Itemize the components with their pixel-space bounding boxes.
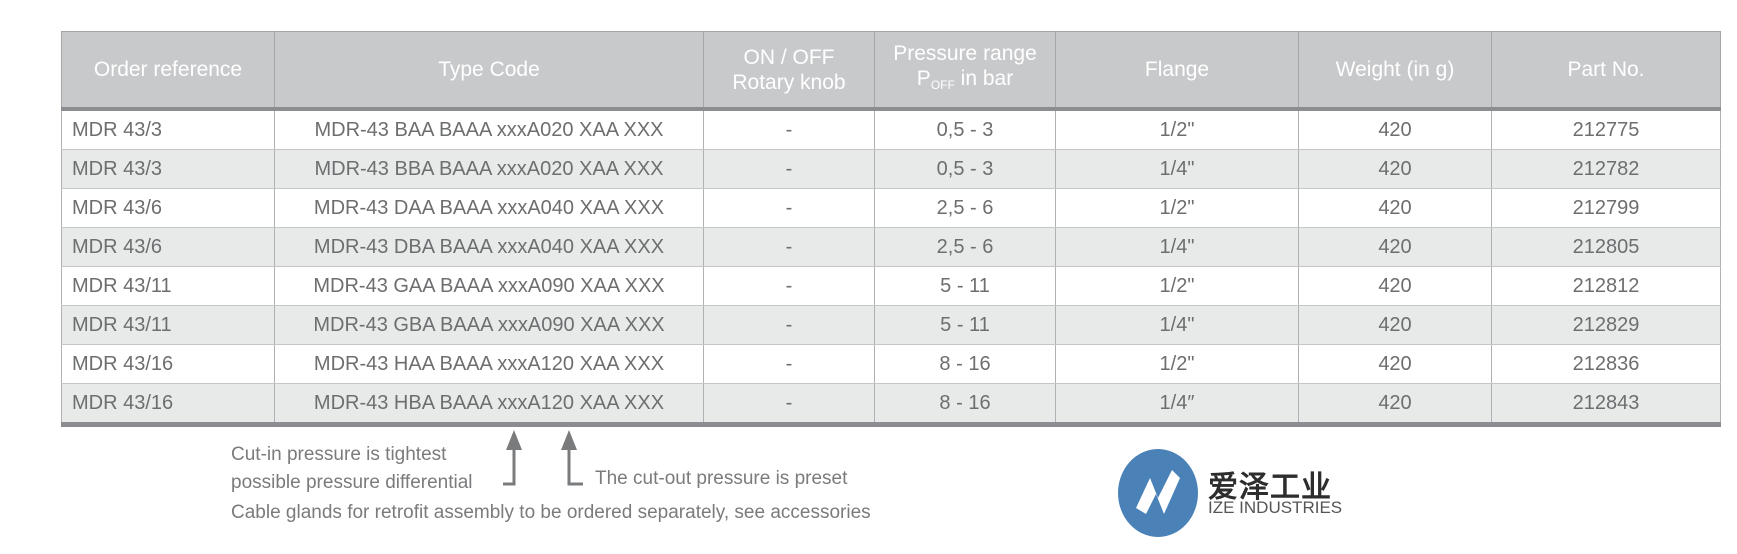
table-row: MDR 43/6 MDR-43 DBA BAAA xxxA040 XAA XXX -…: [61, 227, 1721, 267]
cell-on-off: -: [703, 227, 875, 267]
cell-weight: 420: [1298, 227, 1492, 267]
cell-flange: 1/4″: [1055, 383, 1299, 427]
cell-order-reference: MDR 43/3: [61, 149, 275, 189]
arrow-up-icon: [503, 430, 583, 486]
cell-order-reference: MDR 43/6: [61, 227, 275, 267]
note-cut-in-line2: possible pressure differential: [231, 472, 473, 493]
cell-part-no: 212782: [1491, 149, 1721, 189]
cell-order-reference: MDR 43/3: [61, 109, 275, 150]
header-part-no: Part No.: [1491, 31, 1721, 111]
cell-on-off: -: [703, 188, 875, 228]
cell-type-code: MDR-43 GBA BAAA xxxA090 XAA XXX: [274, 305, 704, 345]
logo-chinese-text: 爱泽工业: [1208, 471, 1332, 504]
cell-type-code: MDR-43 HAA BAAA xxxA120 XAA XXX: [274, 344, 704, 384]
cell-part-no: 212799: [1491, 188, 1721, 228]
cell-part-no: 212843: [1491, 383, 1721, 427]
cell-type-code: MDR-43 HBA BAAA xxxA120 XAA XXX: [274, 383, 704, 427]
cell-pressure-range: 5 - 11: [874, 266, 1056, 306]
cell-on-off: -: [703, 344, 875, 384]
cell-part-no: 212836: [1491, 344, 1721, 384]
table-row: MDR 43/11 MDR-43 GBA BAAA xxxA090 XAA XXX…: [61, 305, 1721, 345]
header-flange: Flange: [1055, 31, 1299, 111]
cell-part-no: 212775: [1491, 109, 1721, 150]
cell-on-off: -: [703, 305, 875, 345]
cell-flange: 1/4": [1055, 305, 1299, 345]
logo-english-text: IZE INDUSTRIES: [1208, 498, 1343, 517]
ize-logo-icon: [1118, 449, 1198, 537]
cell-weight: 420: [1298, 305, 1492, 345]
cell-weight: 420: [1298, 383, 1492, 427]
cell-pressure-range: 2,5 - 6: [874, 227, 1056, 267]
cell-weight: 420: [1298, 149, 1492, 189]
table-row: MDR 43/6 MDR-43 DAA BAAA xxxA040 XAA XXX -…: [61, 188, 1721, 228]
cell-flange: 1/2": [1055, 266, 1299, 306]
cell-pressure-range: 5 - 11: [874, 305, 1056, 345]
note-cut-out: The cut-out pressure is preset: [595, 468, 848, 489]
cell-order-reference: MDR 43/16: [61, 383, 275, 427]
header-weight: Weight (in g): [1298, 31, 1492, 111]
cell-pressure-range: 2,5 - 6: [874, 188, 1056, 228]
header-on-off: ON / OFF Rotary knob: [703, 31, 875, 111]
cell-type-code: MDR-43 DAA BAAA xxxA040 XAA XXX: [274, 188, 704, 228]
cell-part-no: 212812: [1491, 266, 1721, 306]
cell-type-code: MDR-43 DBA BAAA xxxA040 XAA XXX: [274, 227, 704, 267]
header-on-off-line1: ON / OFF: [743, 45, 835, 69]
cell-part-no: 212805: [1491, 227, 1721, 267]
cell-on-off: -: [703, 266, 875, 306]
cell-order-reference: MDR 43/11: [61, 266, 275, 306]
cell-flange: 1/4": [1055, 227, 1299, 267]
table-row: MDR 43/3 MDR-43 BBA BAAA xxxA020 XAA XXX -…: [61, 149, 1721, 189]
header-pressure-line1: Pressure range: [893, 42, 1037, 65]
cell-flange: 1/2": [1055, 344, 1299, 384]
cell-type-code: MDR-43 BAA BAAA xxxA020 XAA XXX: [274, 109, 704, 150]
cell-flange: 1/2": [1055, 109, 1299, 150]
table-row: MDR 43/16 MDR-43 HAA BAAA xxxA120 XAA XXX…: [61, 344, 1721, 384]
header-pressure-subscript: OFF: [930, 78, 955, 92]
cell-pressure-range: 8 - 16: [874, 344, 1056, 384]
cell-type-code: MDR-43 GAA BAAA xxxA090 XAA XXX: [274, 266, 704, 306]
header-order-reference: Order reference: [61, 31, 275, 111]
header-pressure-range: Pressure range POFF in bar: [874, 31, 1056, 111]
header-on-off-line2: Rotary knob: [732, 70, 846, 94]
cell-on-off: -: [703, 109, 875, 150]
cell-type-code: MDR-43 BBA BAAA xxxA020 XAA XXX: [274, 149, 704, 189]
cell-weight: 420: [1298, 344, 1492, 384]
cell-weight: 420: [1298, 266, 1492, 306]
cell-weight: 420: [1298, 188, 1492, 228]
cell-on-off: -: [703, 149, 875, 189]
cell-weight: 420: [1298, 109, 1492, 150]
cell-pressure-range: 0,5 - 3: [874, 149, 1056, 189]
table-row: MDR 43/3 MDR-43 BAA BAAA xxxA020 XAA XXX -…: [61, 109, 1721, 150]
cell-flange: 1/4": [1055, 149, 1299, 189]
note-cut-in-line1: Cut-in pressure is tightest: [231, 444, 447, 465]
cell-flange: 1/2": [1055, 188, 1299, 228]
cell-on-off: -: [703, 383, 875, 427]
note-cable-glands: Cable glands for retrofit assembly to be…: [231, 502, 871, 523]
cell-pressure-range: 8 - 16: [874, 383, 1056, 427]
cell-order-reference: MDR 43/11: [61, 305, 275, 345]
header-type-code: Type Code: [274, 31, 704, 111]
cell-part-no: 212829: [1491, 305, 1721, 345]
cell-pressure-range: 0,5 - 3: [874, 109, 1056, 150]
cell-order-reference: MDR 43/6: [61, 188, 275, 228]
table-row: MDR 43/11 MDR-43 GAA BAAA xxxA090 XAA XXX…: [61, 266, 1721, 306]
header-pressure-unit: in bar: [960, 67, 1014, 90]
table-header-row: Order reference Type Code ON / OFF Rotary…: [61, 31, 1721, 111]
cell-order-reference: MDR 43/16: [61, 344, 275, 384]
product-table: Order reference Type Code ON / OFF Rotary…: [61, 31, 1721, 427]
header-pressure-symbol: P: [916, 67, 931, 90]
table-row: MDR 43/16 MDR-43 HBA BAAA xxxA120 XAA XXX…: [61, 383, 1721, 427]
